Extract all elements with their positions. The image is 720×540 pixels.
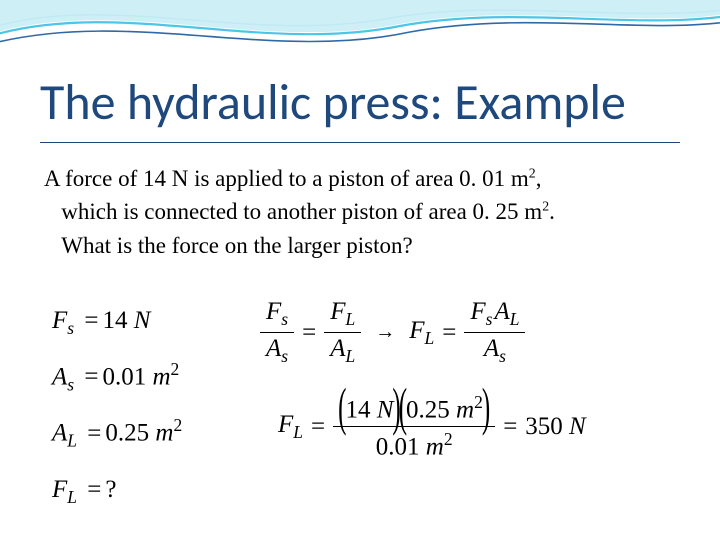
given-as-sub: s: [67, 374, 74, 394]
equation-derivation: Fs As = FL AL → FL = FsAL As: [260, 298, 525, 367]
result-unit: N: [569, 413, 586, 440]
title-underline: [40, 142, 680, 143]
slide-title: The hydraulic press: Example: [40, 72, 626, 133]
arrow-icon: →: [375, 321, 395, 344]
solve-lhs-sub: L: [425, 328, 435, 348]
compute-num-v2: 0.25: [406, 396, 450, 423]
compute-frac: (14 N)(0.25 m2) 0.01 m2: [333, 392, 495, 462]
compute-den-s: 2: [444, 429, 453, 449]
frac-al-den: A: [330, 335, 345, 362]
frac-fs-num-sub: s: [281, 309, 288, 329]
compute-lhs: FL: [278, 411, 303, 443]
slide: The hydraulic press: Example A force of …: [0, 0, 720, 540]
frac-fl-al: FL AL: [324, 298, 361, 367]
compute-num-u2: m: [456, 396, 474, 423]
given-values: Fs =14 N As =0.01 m2 AL =0.25 m2 FL =?: [52, 296, 182, 521]
equation-compute: FL = (14 N)(0.25 m2) 0.01 m2 = 350 N: [278, 392, 586, 462]
compute-lhs-sub: L: [293, 422, 303, 442]
frac-fl-num: F: [330, 298, 345, 325]
given-fl-sub: L: [67, 487, 77, 507]
problem-after-2: .: [549, 199, 555, 224]
solve-den-a: A: [484, 335, 499, 362]
frac-as-den: A: [266, 335, 281, 362]
frac-fs-num: F: [266, 298, 281, 325]
compute-lhs-sym: F: [278, 411, 293, 438]
given-fl-val: ?: [105, 476, 116, 503]
problem-statement: A force of 14 N is applied to a piston o…: [44, 162, 684, 262]
given-fs-sub: s: [67, 318, 74, 338]
compute-num-u1: N: [377, 396, 394, 423]
given-fs-unit: N: [134, 307, 151, 334]
result-val: 350: [525, 413, 563, 440]
given-al-sym: A: [52, 420, 67, 447]
given-fs-sym: F: [52, 307, 67, 334]
solve-num-f-sub: s: [486, 309, 493, 329]
compute-result: 350 N: [525, 413, 585, 441]
frac-fsal-as: FsAL As: [464, 298, 525, 367]
problem-sup-1: 2: [529, 165, 536, 180]
solve-num-f: F: [470, 298, 485, 325]
solve-lhs: FL: [409, 317, 434, 349]
given-al-unit: m: [155, 420, 173, 447]
given-as-sym: A: [52, 363, 67, 390]
compute-den-u: m: [426, 434, 444, 461]
solve-num-a-sub: L: [510, 309, 520, 329]
solve-num-a: A: [494, 298, 509, 325]
given-as: As =0.01 m2: [52, 352, 182, 402]
given-fs-val: 14: [102, 307, 127, 334]
frac-fs-as: Fs As: [260, 298, 294, 367]
given-al-sub: L: [67, 431, 77, 451]
problem-line-2: which is connected to another piston of …: [61, 199, 542, 224]
problem-line-1: A force of 14 N is applied to a piston o…: [44, 166, 529, 191]
given-as-val: 0.01: [102, 363, 146, 390]
given-al-sup: 2: [173, 415, 182, 435]
given-al: AL =0.25 m2: [52, 408, 182, 458]
given-as-unit: m: [152, 363, 170, 390]
frac-al-den-sub: L: [345, 346, 355, 366]
problem-line-3: What is the force on the larger piston?: [61, 233, 412, 258]
wave-svg: [0, 0, 720, 70]
given-as-sup: 2: [171, 359, 180, 379]
frac-fl-num-sub: L: [345, 309, 355, 329]
given-al-val: 0.25: [105, 420, 149, 447]
compute-num-v1: 14: [345, 396, 370, 423]
given-fl-sym: F: [52, 476, 67, 503]
problem-after-1: ,: [536, 166, 542, 191]
solve-den-a-sub: s: [499, 346, 506, 366]
frac-as-den-sub: s: [281, 346, 288, 366]
solve-lhs-sym: F: [409, 317, 424, 344]
wave-decoration: [0, 0, 720, 70]
given-fs: Fs =14 N: [52, 296, 182, 346]
given-fl: FL =?: [52, 465, 182, 515]
